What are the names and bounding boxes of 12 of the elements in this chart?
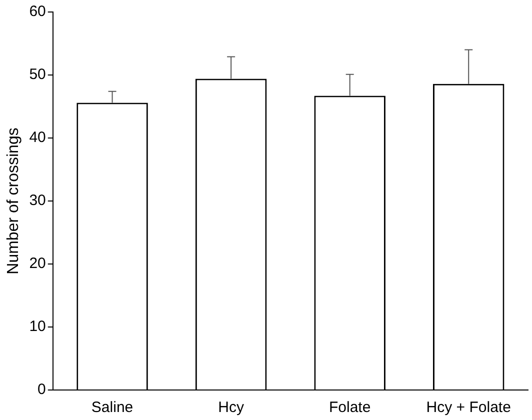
x-tick-label: Hcy bbox=[218, 399, 244, 416]
y-tick-label: 50 bbox=[29, 66, 46, 84]
y-tick-label: 40 bbox=[29, 129, 46, 146]
x-tick-label: Hcy + Folate bbox=[426, 399, 511, 416]
x-tick-label: Folate bbox=[328, 399, 371, 416]
y-tick-label: 0 bbox=[38, 381, 46, 398]
x-tick-label: Saline bbox=[91, 399, 134, 416]
y-tick-label: 60 bbox=[29, 3, 46, 20]
y-tick-label: 20 bbox=[29, 255, 46, 272]
y-axis-title: Number of crossings bbox=[5, 128, 22, 274]
y-tick-label: 30 bbox=[29, 192, 46, 210]
y-tick-label: 10 bbox=[29, 318, 46, 336]
